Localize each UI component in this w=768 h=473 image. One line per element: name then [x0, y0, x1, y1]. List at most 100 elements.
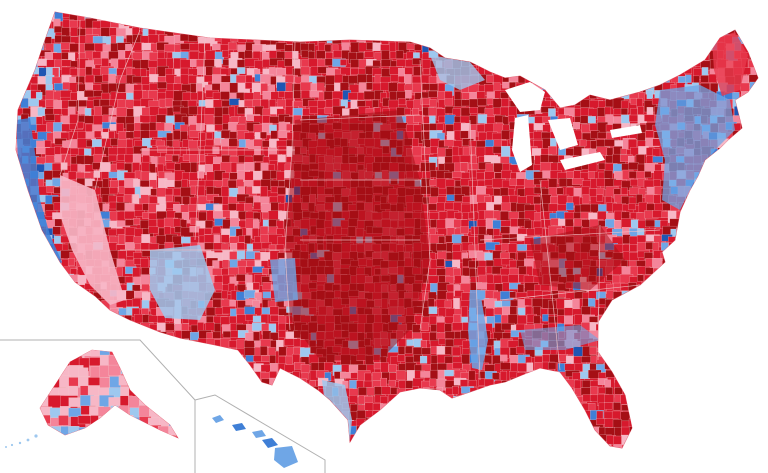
county-cell — [244, 50, 253, 59]
county-cell — [332, 50, 344, 58]
county-cell — [252, 282, 260, 290]
county-cell — [565, 202, 574, 211]
county-cell — [443, 171, 453, 179]
county-cell — [222, 259, 229, 268]
county-cell — [259, 346, 268, 357]
county-cell — [212, 226, 221, 234]
county-cell — [453, 140, 463, 148]
county-cell — [117, 153, 125, 161]
county-cell — [316, 50, 326, 59]
county-cell — [253, 331, 260, 342]
county-cell — [363, 380, 373, 388]
county-cell — [412, 324, 421, 334]
county-cell — [213, 204, 223, 212]
county-cell — [427, 298, 435, 308]
county-cell — [548, 178, 558, 189]
county-cell — [612, 419, 622, 429]
county-cell — [397, 346, 405, 355]
county-cell — [165, 161, 176, 170]
county-cell — [437, 369, 446, 380]
county-cell — [628, 203, 636, 211]
county-cell — [77, 131, 87, 140]
county-cell — [469, 169, 477, 179]
county-cell — [587, 116, 596, 124]
county-cell — [444, 91, 453, 100]
county-cell — [395, 370, 406, 381]
county-cell — [308, 43, 315, 52]
county-cell — [118, 186, 126, 194]
county-cell — [484, 355, 492, 365]
county-cell — [227, 42, 237, 51]
county-cell — [219, 82, 230, 94]
county-cell — [501, 202, 512, 213]
county-cell — [468, 379, 477, 387]
county-cell — [142, 203, 150, 211]
county-cell — [61, 52, 70, 60]
county-cell — [500, 354, 508, 362]
county-cell — [621, 114, 631, 125]
county-cell — [182, 92, 192, 102]
county-cell — [603, 170, 613, 180]
county-cell — [661, 211, 669, 218]
county-cell — [204, 227, 212, 235]
county-cell — [116, 258, 125, 267]
county-cell — [212, 43, 221, 50]
county-cell — [436, 202, 445, 212]
county-cell — [460, 162, 469, 172]
county-cell — [484, 179, 493, 187]
county-cell — [142, 155, 150, 163]
county-cell — [37, 58, 47, 66]
county-cell — [227, 180, 237, 190]
county-cell — [430, 186, 439, 198]
county-cell — [492, 372, 500, 380]
county-cell — [427, 90, 438, 98]
county-cell — [141, 267, 151, 275]
county-cell — [268, 226, 279, 234]
county-cell — [390, 74, 399, 82]
county-cell — [404, 67, 413, 76]
county-cell — [236, 67, 246, 74]
county-cell — [253, 201, 261, 210]
county-cell — [149, 106, 161, 117]
county-cell — [35, 91, 43, 100]
county-cell — [469, 146, 476, 155]
county-cell — [462, 340, 471, 349]
county-cell — [630, 219, 639, 229]
county-cell — [501, 98, 509, 107]
county-cell — [582, 194, 590, 205]
county-cell — [500, 226, 511, 234]
county-cell — [244, 99, 254, 108]
county-cell — [461, 354, 470, 365]
county-cell — [100, 162, 111, 173]
county-cell — [484, 123, 495, 133]
county-cell — [429, 146, 438, 154]
county-cell — [596, 410, 604, 420]
county-cell — [340, 59, 347, 66]
county-cell — [173, 130, 181, 140]
county-cell — [292, 353, 300, 364]
county-cell — [213, 196, 224, 204]
county-cell — [244, 162, 255, 172]
county-cell — [604, 379, 611, 388]
county-cell — [260, 314, 269, 325]
county-cell — [349, 379, 358, 390]
county-cell — [444, 369, 454, 377]
county-cell — [276, 67, 287, 76]
county-cell — [477, 114, 488, 124]
county-cell — [644, 171, 652, 179]
county-cell — [124, 50, 132, 59]
county-cell — [372, 99, 379, 108]
county-cell — [108, 154, 117, 162]
county-cell — [293, 338, 301, 347]
county-cell — [325, 84, 335, 92]
county-cell — [571, 178, 584, 185]
county-cell — [102, 203, 110, 212]
county-cell — [526, 362, 534, 372]
county-cell — [245, 266, 253, 274]
county-cell — [395, 50, 404, 59]
county-cell — [388, 379, 396, 387]
county-cell — [476, 124, 486, 133]
county-cell — [262, 282, 272, 291]
county-cell — [188, 75, 198, 84]
